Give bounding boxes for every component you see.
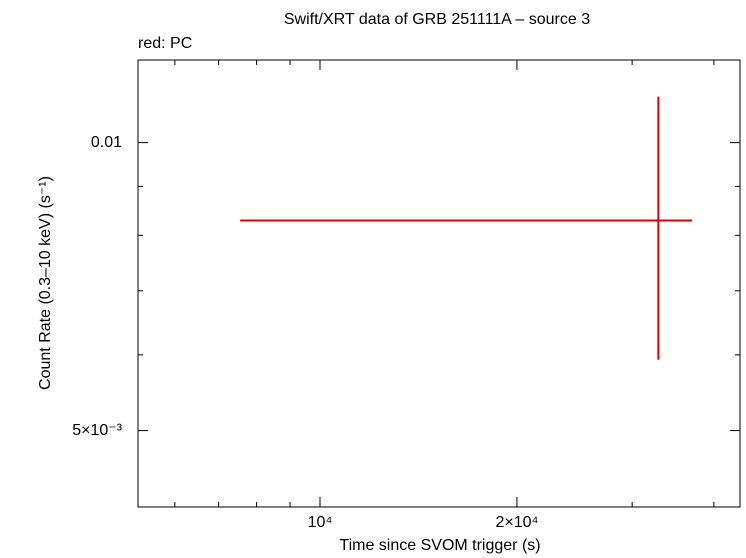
chart-title: Swift/XRT data of GRB 251111A – source 3 (284, 11, 590, 28)
legend-text: red: PC (138, 35, 192, 52)
y-tick-label: 0.01 (91, 134, 122, 151)
x-tick-label: 10⁴ (308, 514, 333, 531)
x-tick-label: 2×10⁴ (495, 514, 538, 531)
x-axis-label: Time since SVOM trigger (s) (339, 537, 540, 554)
plot-frame (137, 59, 741, 508)
y-axis-label: Count Rate (0.3–10 keV) (s⁻¹) (37, 176, 54, 390)
y-tick-label: 5×10⁻³ (72, 422, 122, 439)
